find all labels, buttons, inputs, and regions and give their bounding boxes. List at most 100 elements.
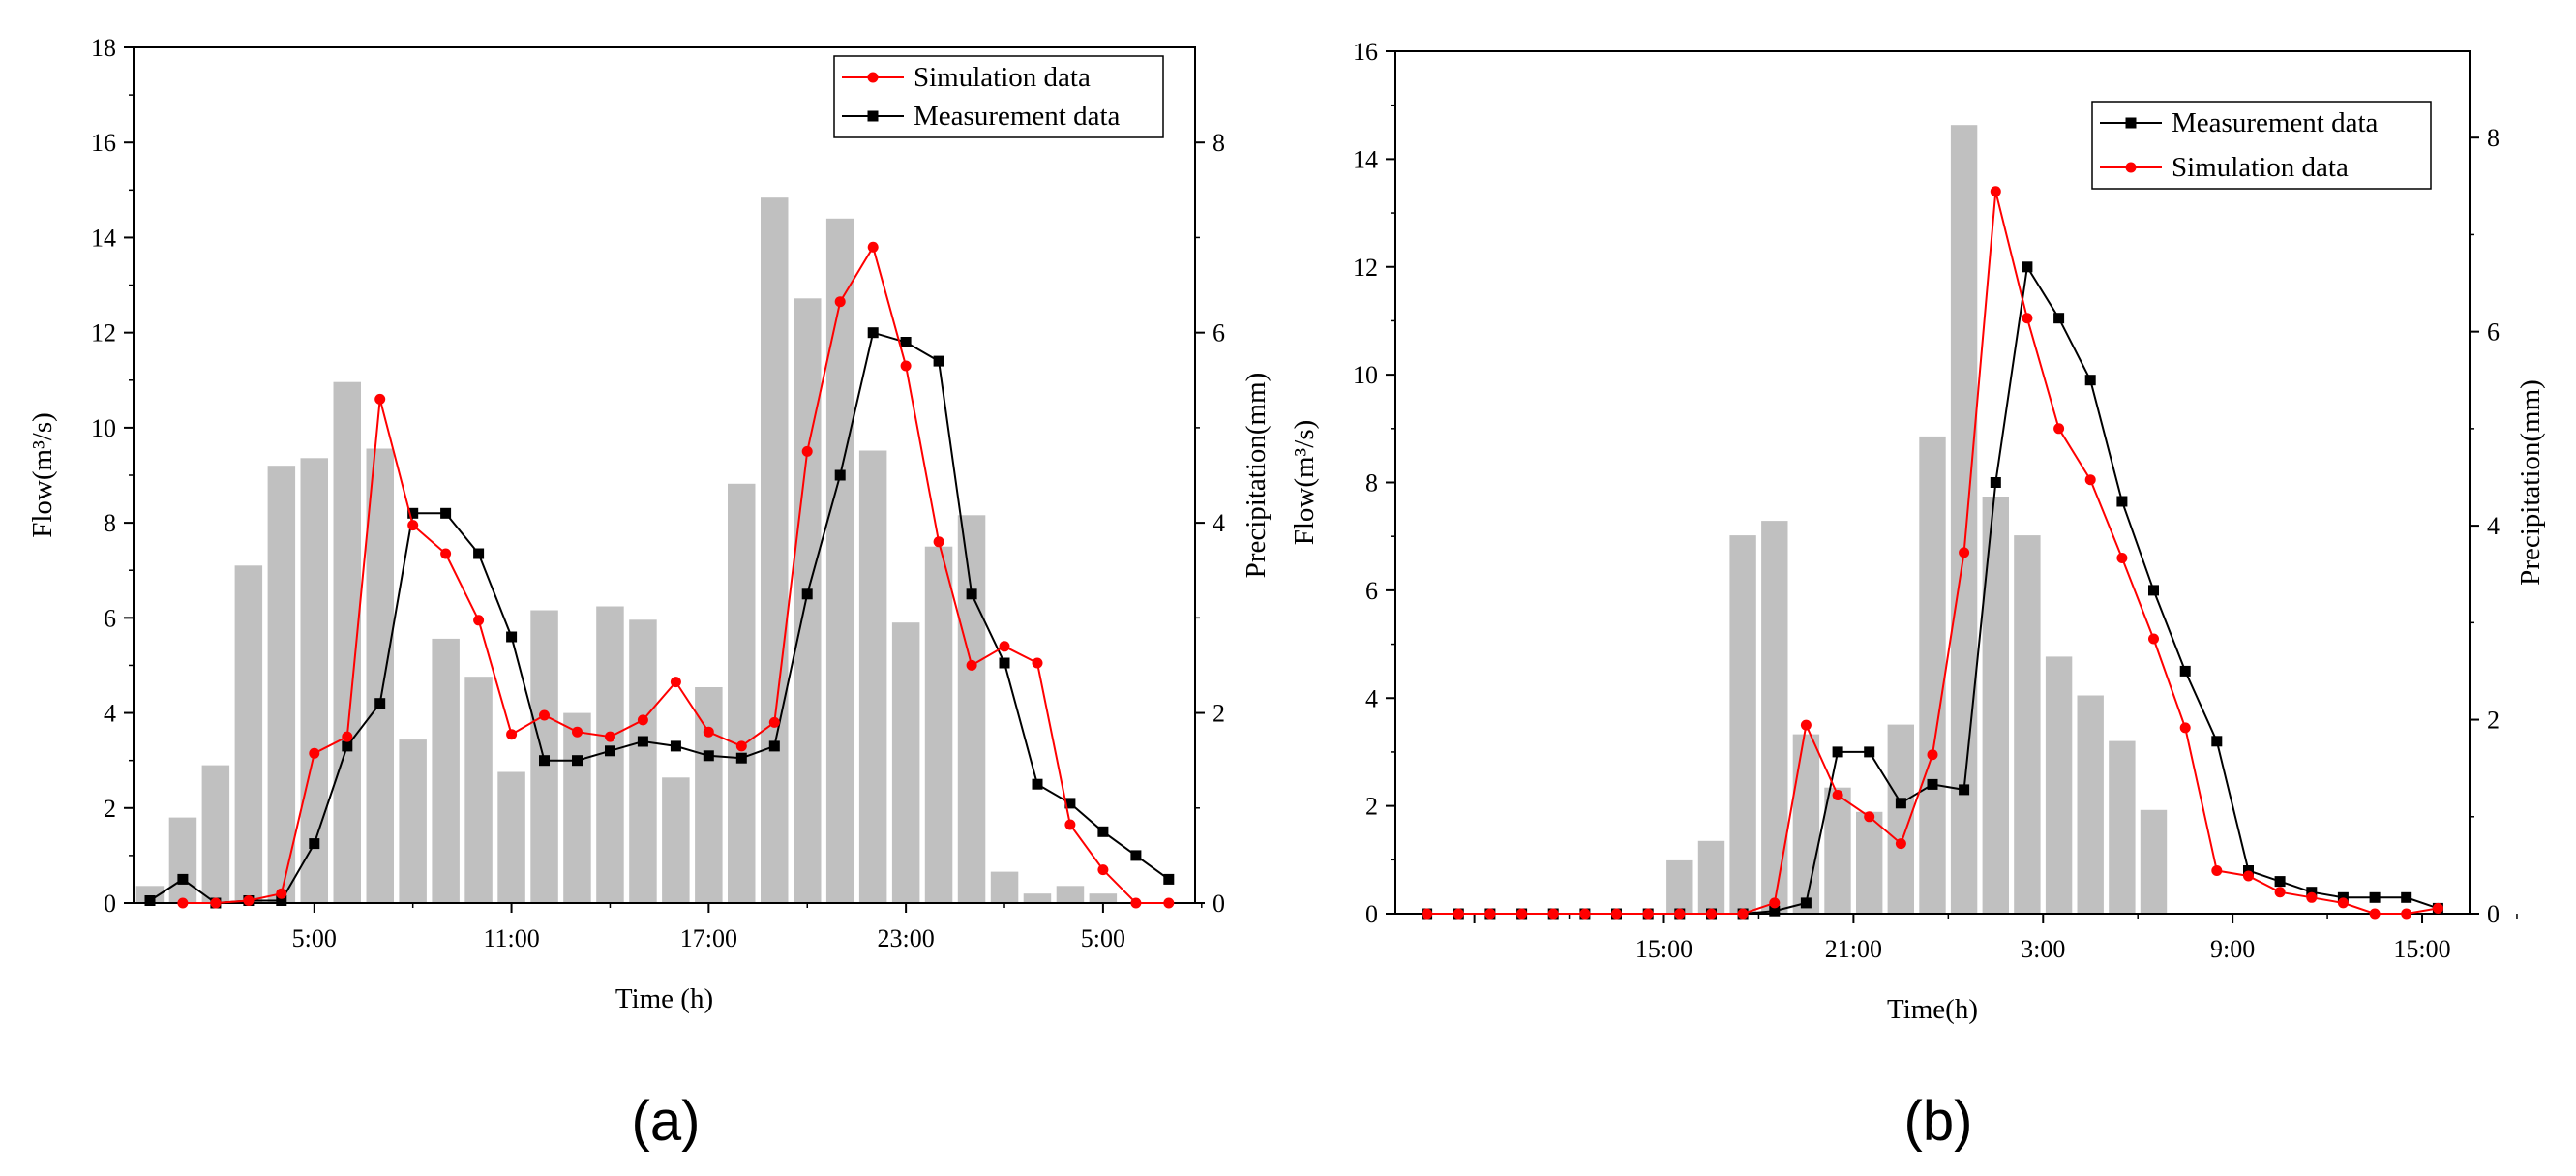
y-tick-label: 10 xyxy=(91,414,116,442)
simulation-point xyxy=(2022,313,2033,324)
precipitation-bar xyxy=(695,687,723,903)
simulation-point xyxy=(1959,547,1970,558)
y2-tick-label: 6 xyxy=(2487,318,2500,347)
precipitation-bar xyxy=(135,886,165,903)
simulation-point xyxy=(768,716,780,728)
precipitation-bar xyxy=(2109,740,2136,914)
measurement-point xyxy=(867,327,879,339)
simulation-point xyxy=(2432,902,2443,914)
measurement-point xyxy=(572,755,583,767)
measurement-point xyxy=(2401,891,2412,903)
precipitation-bar xyxy=(1697,840,1725,914)
precipitation-bar xyxy=(1666,859,1693,914)
measurement-point xyxy=(605,745,615,757)
y-tick-label: 16 xyxy=(91,129,116,157)
precipitation-bar xyxy=(563,712,591,903)
y-tick-label: 2 xyxy=(104,795,116,823)
simulation-point xyxy=(2179,722,2191,734)
measurement-point xyxy=(966,588,977,600)
simulation-point xyxy=(1130,897,1142,909)
measurement-point xyxy=(670,740,681,752)
measurement-point xyxy=(735,752,747,764)
precipitation-bar xyxy=(1824,787,1851,914)
simulation-point xyxy=(1032,657,1043,669)
simulation-point xyxy=(867,241,879,253)
simulation-point xyxy=(407,520,419,531)
x-tick-label: 21:00 xyxy=(1825,935,1882,963)
measurement-point xyxy=(2306,887,2318,898)
measurement-point xyxy=(309,838,320,850)
y2-tick-label: 2 xyxy=(1213,700,1225,728)
precipitation-bar xyxy=(1982,497,2009,914)
panel-b-chart: 0 2 4 6 8 10 12 14 16 0 2 4 6 8 15:00 21:00 3:00 9:00 15:0… xyxy=(1289,38,2546,1025)
legend-marker xyxy=(2125,117,2137,129)
simulation-point xyxy=(2116,553,2128,563)
simulation-point xyxy=(1547,908,1559,920)
precipitation-bar xyxy=(858,450,887,903)
measurement-point xyxy=(506,631,518,643)
simulation-point xyxy=(1864,811,1875,823)
precipitation-bar xyxy=(366,448,394,903)
y-tick-label: 14 xyxy=(91,224,116,252)
measurement-point xyxy=(2274,876,2286,888)
simulation-point xyxy=(735,740,747,752)
simulation-point xyxy=(2306,891,2318,903)
precipitation-bar xyxy=(794,298,822,903)
measurement-point xyxy=(1769,905,1781,917)
measurement-point xyxy=(440,507,452,519)
panel-b-caption: (b) xyxy=(1904,1090,1973,1153)
panel-a-caption: (a) xyxy=(632,1090,701,1153)
legend-label: Measurement data xyxy=(914,101,1121,132)
y-tick-label: 8 xyxy=(1365,469,1378,498)
simulation-point xyxy=(243,895,255,906)
measurement-point xyxy=(473,548,485,559)
precipitation-bar xyxy=(2140,809,2168,914)
simulation-point xyxy=(2337,897,2349,909)
precipitation-bar xyxy=(1919,436,1946,914)
y-tick-label: 16 xyxy=(1353,38,1378,66)
measurement-point xyxy=(1800,897,1812,909)
measurement-point xyxy=(2337,891,2349,903)
simulation-point xyxy=(1706,908,1717,920)
x-tick-label: 9:00 xyxy=(2210,935,2255,963)
simulation-point xyxy=(342,731,353,742)
simulation-point xyxy=(900,360,912,372)
measurement-point xyxy=(999,657,1010,669)
simulation-point xyxy=(1737,908,1749,920)
simulation-point xyxy=(374,393,386,405)
measurement-point xyxy=(1832,746,1843,758)
measurement-point xyxy=(768,740,780,752)
precipitation-bar xyxy=(924,546,953,903)
y2-tick-label: 6 xyxy=(1213,319,1225,347)
measurement-point xyxy=(2084,375,2096,386)
y-tick-label: 0 xyxy=(1365,900,1378,928)
measurement-point xyxy=(1163,873,1175,885)
simulation-point xyxy=(1484,908,1496,920)
simulation-point xyxy=(210,897,222,909)
simulation-point xyxy=(1422,908,1433,920)
y2-tick-label: 8 xyxy=(2487,124,2500,152)
precipitation-bar xyxy=(825,218,854,904)
simulation-point xyxy=(1674,908,1686,920)
simulation-point xyxy=(637,714,648,726)
precipitation-bar xyxy=(1792,734,1820,914)
measurement-point xyxy=(637,736,648,747)
measurement-point xyxy=(2179,665,2191,677)
y-tick-label: 0 xyxy=(104,890,116,918)
measurement-point xyxy=(1130,850,1142,861)
measurement-point xyxy=(1864,746,1875,758)
legend-marker xyxy=(867,110,879,122)
measurement-point xyxy=(900,337,912,347)
measurement-point xyxy=(374,698,386,709)
measurement-point xyxy=(2211,736,2223,747)
y-tick-label: 8 xyxy=(104,509,116,537)
y-tick-label: 10 xyxy=(1353,361,1378,389)
simulation-point xyxy=(966,659,977,671)
x-tick-label: 3:00 xyxy=(2021,935,2065,963)
simulation-point xyxy=(473,615,485,626)
precipitation-bar xyxy=(432,638,460,903)
simulation-point xyxy=(834,296,846,308)
y2-axis-title: Precipitation(mm) xyxy=(1241,373,1272,579)
y2-tick-label: 8 xyxy=(1213,129,1225,157)
